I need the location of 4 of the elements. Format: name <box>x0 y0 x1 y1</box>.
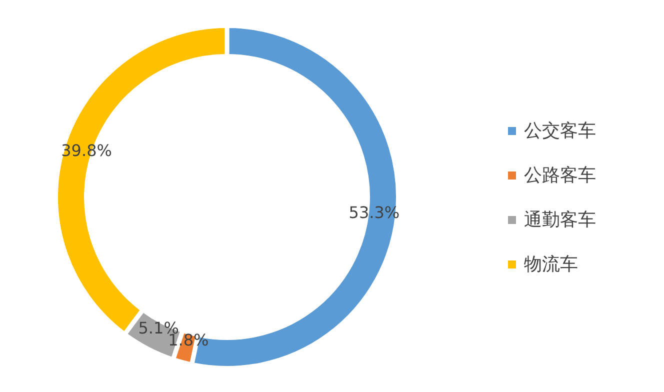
legend-label: 通勤客车 <box>524 210 596 230</box>
legend-label: 公交客车 <box>524 120 596 142</box>
legend-label: 物流车 <box>524 254 578 275</box>
legend-label: 公路客车 <box>524 165 596 186</box>
